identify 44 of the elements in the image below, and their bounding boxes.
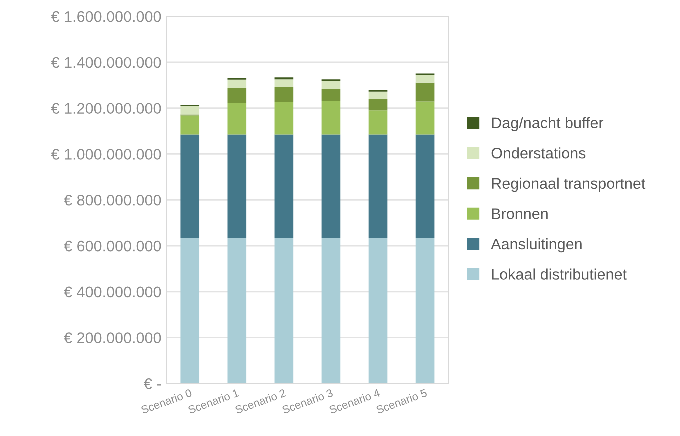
bar [274, 134, 294, 238]
legend-label: Regionaal transportnet [492, 178, 646, 192]
bar [368, 134, 388, 238]
legend-label: Bronnen [492, 208, 548, 220]
bar [416, 82, 435, 102]
bar [368, 99, 388, 111]
bar [228, 103, 247, 135]
y-tick-label: € 1.400.000.000 [51, 57, 162, 68]
bar [416, 76, 435, 83]
bar [368, 92, 388, 100]
bar [274, 238, 294, 384]
bar [416, 134, 435, 238]
bar [228, 88, 247, 104]
legend-label: Dag/nacht buffer [492, 117, 604, 132]
bar [228, 134, 247, 238]
y-tick-label: € 200.000.000 [64, 332, 162, 344]
bar [322, 134, 341, 238]
y-tick-label: € 400.000.000 [64, 286, 162, 298]
bar [416, 238, 435, 384]
y-tick-label: € 1.200.000.000 [51, 103, 162, 114]
legend-label: Lokaal distributienet [492, 268, 627, 280]
bar [180, 134, 200, 238]
bar [180, 106, 200, 115]
bar [274, 102, 294, 135]
bar [228, 80, 247, 88]
bar [180, 238, 200, 384]
bar [274, 80, 294, 88]
bar [368, 110, 388, 135]
y-tick-label: € 600.000.000 [64, 240, 162, 252]
y-tick-label: € 1.600.000.000 [51, 11, 162, 22]
bar [322, 101, 341, 135]
bar [228, 238, 247, 384]
y-tick-label: € 800.000.000 [64, 194, 162, 206]
bar [322, 238, 341, 384]
bar [322, 89, 341, 102]
bar [180, 116, 200, 135]
y-tick-label: € 1.000.000.000 [51, 149, 162, 160]
bar [416, 102, 435, 135]
legend-label: Aansluitingen [491, 238, 582, 253]
bar [322, 81, 341, 90]
legend-label: Onderstations [492, 148, 586, 159]
y-tick-label: € - [144, 378, 162, 390]
bar [274, 87, 294, 102]
bar [368, 238, 388, 384]
